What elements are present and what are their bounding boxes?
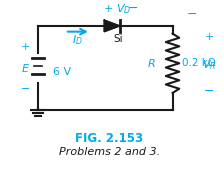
Text: +: + [204, 32, 214, 42]
Text: $R$: $R$ [146, 57, 155, 69]
Text: $V_R$: $V_R$ [202, 58, 216, 72]
Text: −: − [21, 84, 30, 94]
Text: $I_D$: $I_D$ [72, 33, 83, 47]
Text: −: − [187, 8, 197, 21]
Text: $V_D$: $V_D$ [116, 2, 131, 16]
Text: −: − [204, 85, 214, 98]
Polygon shape [104, 20, 120, 32]
Text: 6 V: 6 V [53, 67, 71, 77]
Text: +: + [21, 42, 30, 52]
Text: FIG. 2.153: FIG. 2.153 [75, 133, 143, 146]
Text: 0.2 kΩ: 0.2 kΩ [182, 58, 216, 68]
Text: Problems 2 and 3.: Problems 2 and 3. [58, 147, 160, 157]
Text: $E$: $E$ [21, 62, 30, 74]
Text: −: − [128, 2, 138, 15]
Text: Si: Si [113, 34, 123, 44]
Text: +: + [103, 4, 113, 14]
